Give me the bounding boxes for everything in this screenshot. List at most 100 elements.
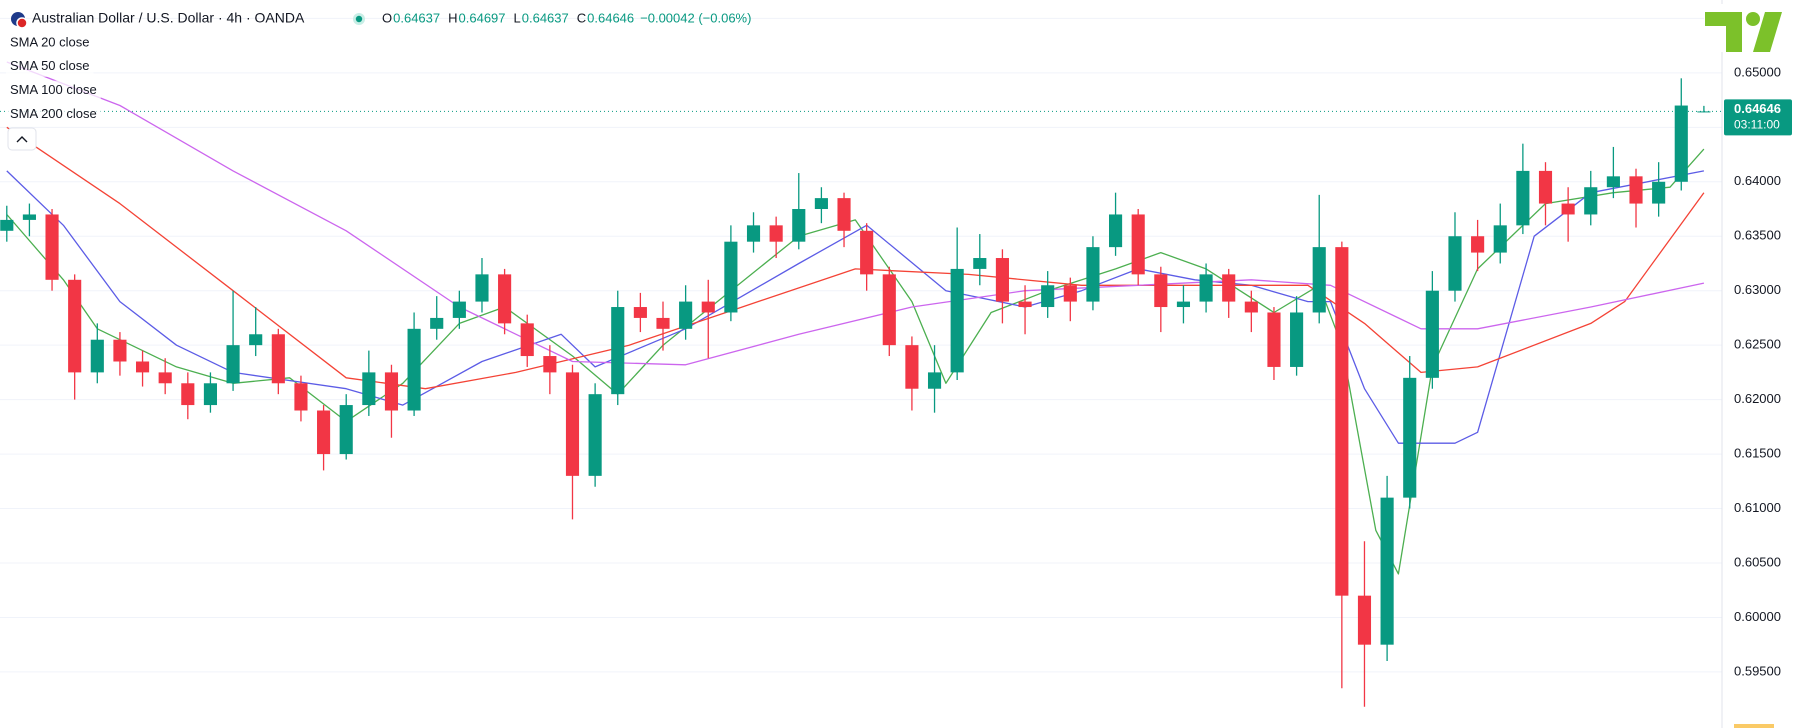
legend-backdrop xyxy=(6,104,101,125)
legend-entry: SMA 100 close xyxy=(10,82,97,97)
ohlc-value: 0.64697 xyxy=(459,10,506,25)
logo-dot xyxy=(1746,12,1760,26)
candle-body xyxy=(1290,312,1304,367)
tv-logo xyxy=(1704,4,1798,52)
candle-body xyxy=(814,198,828,210)
ohlc-value: 0.64637 xyxy=(522,10,569,25)
candle-body xyxy=(927,372,942,389)
candle-body xyxy=(1493,225,1507,253)
candle-body xyxy=(792,209,806,242)
candle-body xyxy=(543,356,557,373)
candle-body xyxy=(158,372,172,384)
candle-body xyxy=(384,372,399,411)
y-tick-label: 0.63000 xyxy=(1734,282,1781,297)
candle-body xyxy=(1312,247,1326,313)
candle-body xyxy=(520,323,534,357)
ohlc-key: O xyxy=(382,10,392,25)
candle-body xyxy=(565,372,580,476)
axis-marker xyxy=(1734,724,1774,728)
last-price-label: 0.64646 xyxy=(1734,101,1781,116)
change-value: −0.00042 (−0.06%) xyxy=(640,10,751,25)
sma-line xyxy=(6,126,1705,390)
flag-icon xyxy=(16,17,28,29)
candle-body xyxy=(1222,274,1236,302)
logo-t xyxy=(1705,12,1742,52)
candle-body xyxy=(45,214,59,280)
y-tick-label: 0.61000 xyxy=(1734,500,1781,515)
candle-body xyxy=(1357,595,1372,645)
candle-body xyxy=(1109,214,1123,248)
legend-entry: SMA 20 close xyxy=(10,34,90,49)
legend: SMA 20 close SMA 50 close SMA 100 close SMA… xyxy=(6,33,101,125)
candle-body xyxy=(837,198,851,231)
candle-body xyxy=(746,225,761,242)
logo-v xyxy=(1753,12,1782,52)
candle-body xyxy=(90,339,104,373)
y-tick-label: 0.62500 xyxy=(1734,337,1781,352)
candle-body xyxy=(611,307,625,395)
candle-body xyxy=(1629,176,1643,204)
candle-body xyxy=(1403,377,1417,498)
y-tick-label: 0.60000 xyxy=(1734,609,1781,624)
candle-body xyxy=(679,301,693,329)
candle-body xyxy=(1448,236,1462,291)
candle-body xyxy=(1697,111,1711,113)
countdown-label: 03:11:00 xyxy=(1734,118,1780,132)
y-tick-label: 0.62000 xyxy=(1734,391,1781,406)
collapse-icon xyxy=(16,136,28,143)
legend-entry: SMA 200 close xyxy=(10,106,97,121)
candle-layer xyxy=(0,78,1711,707)
candle-body xyxy=(1176,301,1191,308)
candle-body xyxy=(362,372,376,406)
sma-line xyxy=(6,61,1705,366)
candle-body xyxy=(769,225,783,242)
chart-title: Australian Dollar / U.S. Dollar · 4h · O… xyxy=(32,10,305,26)
candle-body xyxy=(1244,301,1258,313)
candle-body xyxy=(701,301,715,313)
collapse-button[interactable] xyxy=(7,127,37,151)
candle-body xyxy=(475,274,489,302)
last-price-tag xyxy=(1724,99,1792,136)
sma-line xyxy=(6,170,1705,444)
legend-backdrop xyxy=(6,56,94,77)
candle-body xyxy=(1154,274,1168,308)
candle-body xyxy=(22,214,36,220)
candle-body xyxy=(498,274,512,324)
y-tick-label: 0.59500 xyxy=(1734,663,1781,678)
candle-body xyxy=(430,317,444,329)
y-tick-label: 0.63500 xyxy=(1734,228,1781,243)
candle-body xyxy=(113,339,127,362)
candle-body xyxy=(203,383,218,406)
ohlc-value: 0.64646 xyxy=(587,10,634,25)
market-status-dot xyxy=(355,15,363,23)
collapse-button-box[interactable] xyxy=(7,127,37,151)
candle-body xyxy=(1516,170,1530,226)
candle-body xyxy=(339,405,353,455)
candle-body xyxy=(1471,236,1485,253)
grid-layer xyxy=(0,17,1722,673)
candle-body xyxy=(950,268,964,373)
candle-body xyxy=(1380,497,1394,645)
candle-body xyxy=(1652,181,1666,204)
candle-body xyxy=(181,383,195,406)
candle-body xyxy=(407,328,421,411)
candle-body xyxy=(656,317,670,329)
header: Australian Dollar / U.S. Dollar · 4h · O… xyxy=(11,10,751,29)
y-tick-label: 0.60500 xyxy=(1734,554,1781,569)
y-tick-label: 0.64000 xyxy=(1734,173,1781,188)
ohlc-key: H xyxy=(448,10,457,25)
candle-body xyxy=(1335,247,1349,596)
candle-body xyxy=(68,279,82,373)
candle-body xyxy=(724,241,738,313)
candle-body xyxy=(294,383,308,411)
candle-body xyxy=(860,230,874,275)
candle-body xyxy=(1425,290,1439,378)
candle-body xyxy=(1538,170,1553,204)
candle-body xyxy=(1199,274,1213,302)
candle-body xyxy=(995,258,1009,302)
candle-body xyxy=(633,307,647,318)
candle-body xyxy=(1606,176,1620,188)
candle-body xyxy=(588,394,602,476)
candle-body xyxy=(1561,203,1575,215)
